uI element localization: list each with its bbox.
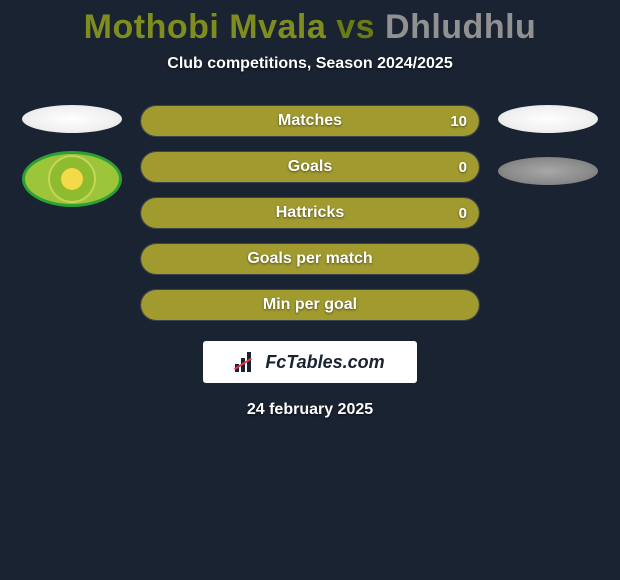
date-text: 24 february 2025 [10,401,610,419]
stat-bar: Goals 0 [140,151,480,183]
stat-label: Matches [278,112,342,130]
page-title: Mothobi Mvala vs Dhludhlu [10,8,610,47]
left-column [22,105,122,207]
vs-text: vs [336,8,375,46]
stat-bar: Matches 10 [140,105,480,137]
player2-team-placeholder [498,157,598,185]
team-logo-icon [22,151,122,207]
brand-logo: FcTables.com [203,341,417,383]
subtitle: Club competitions, Season 2024/2025 [10,55,610,73]
right-column [498,105,598,185]
stat-value: 10 [450,113,467,130]
stat-label: Goals per match [247,250,372,268]
main-content: Matches 10 Goals 0 Hattricks 0 Goals per match… [10,105,610,321]
stat-label: Min per goal [263,296,357,314]
player1-badge-placeholder [22,105,122,133]
stat-label: Goals [288,158,332,176]
stat-value: 0 [459,159,467,176]
stat-bar: Min per goal [140,289,480,321]
player2-name: Dhludhlu [385,8,536,46]
brand-text: FcTables.com [265,352,384,373]
stat-value: 0 [459,205,467,222]
stats-column: Matches 10 Goals 0 Hattricks 0 Goals per match… [140,105,480,321]
stat-bar: Hattricks 0 [140,197,480,229]
stat-label: Hattricks [276,204,344,222]
fctables-icon [235,352,259,372]
player1-name: Mothobi Mvala [84,8,327,46]
stat-bar: Goals per match [140,243,480,275]
player2-badge-placeholder [498,105,598,133]
